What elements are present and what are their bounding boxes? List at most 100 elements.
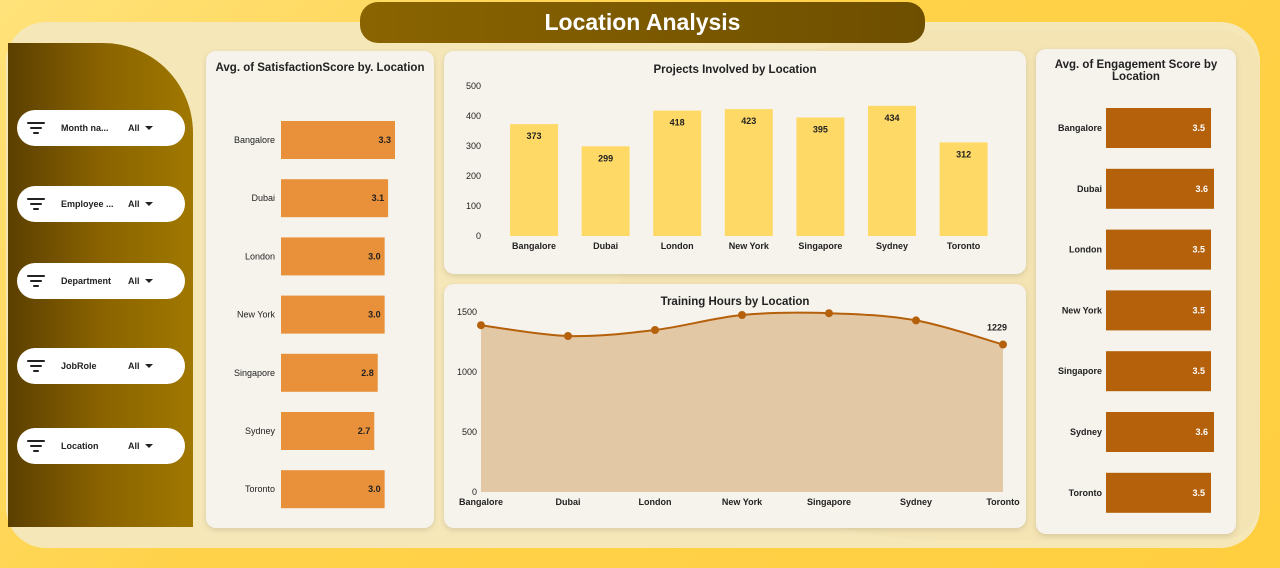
bar	[510, 124, 558, 236]
slicer-value: All	[128, 441, 140, 451]
bar	[1106, 290, 1211, 331]
chevron-down-icon[interactable]	[144, 126, 153, 130]
chevron-down-icon[interactable]	[144, 202, 153, 206]
slicer-value: All	[128, 276, 140, 286]
slicer-department[interactable]: Department All	[17, 263, 185, 299]
chevron-down-icon[interactable]	[144, 279, 153, 283]
page-title: Location Analysis	[544, 9, 741, 35]
data-label: 3.0	[368, 310, 381, 320]
chevron-down-icon[interactable]	[144, 444, 153, 448]
data-label: 434	[884, 113, 899, 123]
category-label: Sydney	[245, 426, 276, 436]
x-tick-label: Singapore	[798, 241, 842, 251]
x-tick-label: Sydney	[900, 497, 932, 507]
y-tick-label: 300	[466, 141, 481, 151]
data-label: 373	[526, 131, 541, 141]
category-label: Toronto	[1069, 488, 1103, 498]
category-label: Bangalore	[1058, 123, 1102, 133]
data-point	[738, 311, 746, 319]
data-label: 3.0	[368, 484, 381, 494]
data-label: 3.5	[1192, 123, 1205, 133]
y-tick-label: 500	[462, 427, 477, 437]
bar	[1106, 229, 1211, 270]
slicer-value: All	[128, 123, 140, 133]
data-point	[564, 332, 572, 340]
y-tick-label: 0	[476, 231, 481, 241]
category-label: New York	[237, 310, 276, 320]
category-label: Bangalore	[234, 135, 275, 145]
x-tick-label: London	[639, 497, 672, 507]
bar	[868, 105, 916, 236]
data-label: 3.1	[372, 193, 385, 203]
engagement-chart-card: Avg. of Engagement Score by Location Ban…	[1036, 49, 1236, 534]
slicer-value: All	[128, 199, 140, 209]
data-point	[912, 316, 920, 325]
category-label: London	[245, 251, 275, 261]
category-label: Singapore	[234, 368, 275, 378]
x-tick-label: Toronto	[947, 241, 981, 251]
data-label: 395	[813, 125, 828, 135]
y-tick-label: 1000	[457, 367, 477, 377]
category-label: Toronto	[245, 484, 275, 494]
bar	[281, 412, 375, 450]
x-tick-label: Bangalore	[459, 497, 503, 507]
slicer-value: All	[128, 361, 140, 371]
x-tick-label: London	[661, 241, 694, 251]
slicer-location[interactable]: Location All	[17, 428, 185, 464]
data-label: 3.5	[1192, 245, 1205, 255]
slicer-jobrole[interactable]: JobRole All	[17, 348, 185, 384]
category-label: New York	[1062, 305, 1103, 315]
category-label: Singapore	[1058, 366, 1102, 376]
bar	[281, 295, 385, 334]
bar	[1106, 168, 1214, 209]
slicer-label: JobRole	[61, 361, 97, 371]
data-point	[825, 309, 833, 318]
filter-icon	[27, 359, 47, 373]
engagement-bar-chart: Bangalore 3.5 Dubai 3.6 London 3.5 New York 3.5…	[1058, 108, 1214, 513]
category-label: Sydney	[1070, 427, 1102, 437]
y-tick-label: 1500	[457, 307, 477, 317]
chart-title: Avg. of SatisfactionScore by. Location	[215, 62, 425, 74]
projects-column-chart: 0 100 200 300 400 500 373 Bangalore 299 Dubai 418 L…	[466, 81, 988, 251]
bar	[1106, 472, 1211, 513]
slicer-month[interactable]: Month na... All	[17, 110, 185, 146]
bar	[581, 146, 630, 236]
bar	[281, 237, 385, 276]
projects-chart-card: Projects Involved by Location 0 100 200 300…	[444, 51, 1026, 274]
x-tick-label: New York	[722, 497, 763, 507]
data-label: 418	[670, 118, 685, 128]
bar	[939, 142, 988, 236]
x-tick-label: Bangalore	[512, 241, 556, 251]
slicer-label: Month na...	[61, 123, 109, 133]
data-point	[651, 326, 659, 334]
data-label: 3.0	[368, 251, 381, 261]
bar	[1106, 108, 1211, 148]
data-label: 2.8	[361, 368, 374, 378]
data-label: 312	[956, 149, 971, 159]
training-area-chart: 0 500 1000 1500 Bangalore Dubai London New York…	[457, 307, 1020, 507]
x-tick-label: Toronto	[986, 497, 1020, 507]
x-tick-label: New York	[729, 241, 770, 251]
data-point	[999, 340, 1007, 349]
filter-icon	[27, 439, 47, 453]
x-tick-label: Sydney	[876, 241, 908, 251]
chart-title: Projects Involved by Location	[653, 64, 817, 76]
bar	[653, 110, 702, 236]
chevron-down-icon[interactable]	[144, 364, 153, 368]
area-fill	[481, 312, 1003, 492]
data-label: 1229	[987, 323, 1007, 333]
slicer-employee[interactable]: Employee ... All	[17, 186, 185, 222]
y-tick-label: 500	[466, 81, 481, 91]
data-label: 299	[598, 153, 613, 163]
category-label: London	[1069, 245, 1102, 255]
data-label: 3.3	[378, 135, 391, 145]
bar	[281, 353, 378, 392]
bar	[281, 121, 395, 159]
filter-icon	[27, 121, 47, 135]
satisfaction-bar-chart: Bangalore 3.3 Dubai 3.1 London 3.0 New York 3.0…	[234, 121, 395, 509]
data-point	[477, 321, 485, 330]
bar	[1106, 412, 1214, 452]
bar	[796, 117, 845, 236]
y-tick-label: 400	[466, 111, 481, 121]
slicer-label: Department	[61, 276, 112, 286]
